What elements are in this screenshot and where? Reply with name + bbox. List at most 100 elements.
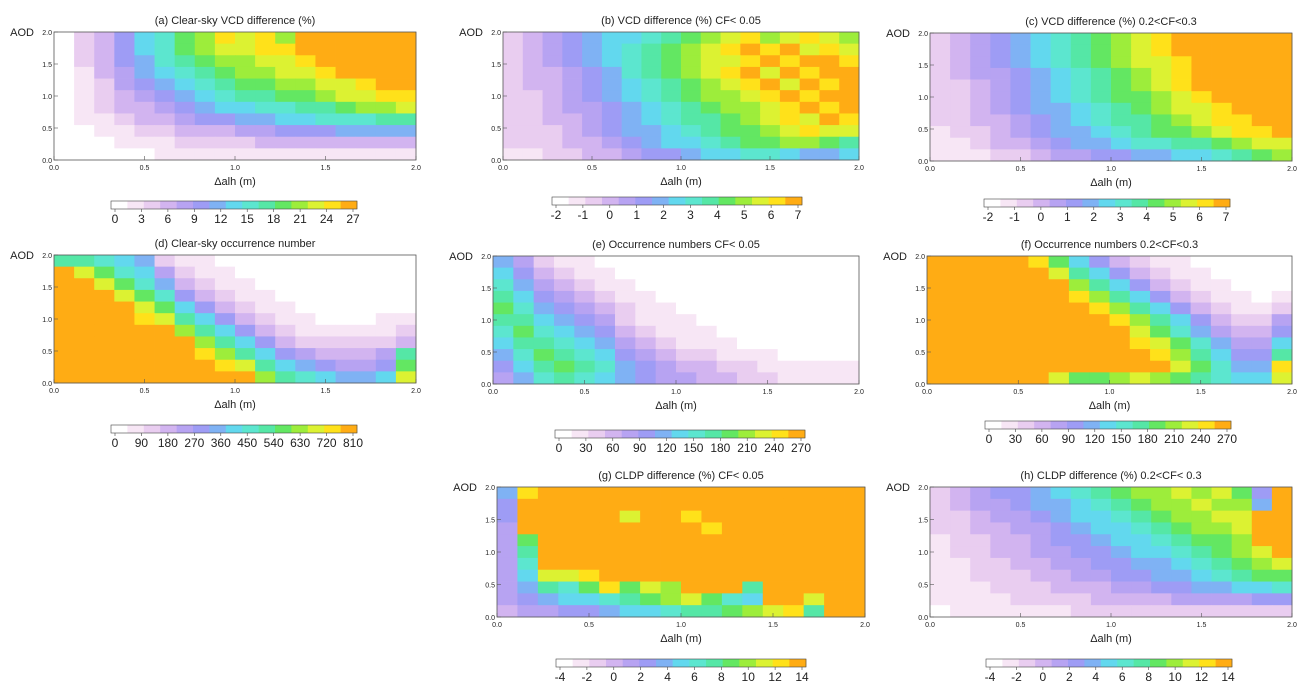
heatmap-cell <box>295 301 316 314</box>
heatmap-cell <box>1271 487 1293 500</box>
heatmap-cell <box>681 136 702 149</box>
heatmap-cell <box>619 593 641 606</box>
heatmap-cell <box>640 569 661 582</box>
heatmap-cell <box>1191 593 1212 606</box>
heatmap-cell <box>54 371 75 384</box>
heatmap-cell <box>513 290 535 303</box>
heatmap-cell <box>655 349 677 362</box>
heatmap-cell <box>1050 546 1072 559</box>
heatmap-cell <box>818 267 840 280</box>
heatmap-cell <box>255 313 276 326</box>
heatmap-cell <box>681 148 702 161</box>
heatmap-cell <box>1010 487 1031 500</box>
heatmap-cell <box>255 32 276 45</box>
heatmap-cell <box>1131 593 1152 606</box>
y-tick-label: 0.5 <box>918 583 928 590</box>
heatmap-cell <box>1070 534 1092 547</box>
heatmap-cell <box>542 32 563 45</box>
heatmap-cell <box>720 136 741 149</box>
heatmap-cell <box>970 149 991 162</box>
heatmap-cell <box>824 534 845 547</box>
heatmap-cell <box>295 148 316 161</box>
heatmap-cell <box>154 136 176 149</box>
heatmap-cell <box>838 290 860 303</box>
heatmap-cell <box>578 510 600 523</box>
heatmap-cell <box>1090 498 1112 512</box>
heatmap-cell <box>1028 256 1050 269</box>
heatmap-cell <box>619 569 641 582</box>
colorbar: 0 30 60 90 120 150 180 210 240 270 <box>986 432 1238 446</box>
heatmap-cell <box>1171 498 1192 512</box>
heatmap-cell <box>1030 605 1052 618</box>
colorbar-swatch <box>225 201 243 209</box>
heatmap-cell <box>235 136 256 149</box>
heatmap-cell <box>696 279 718 292</box>
y-tick-label: 1.0 <box>42 94 52 101</box>
colorbar-swatch <box>985 421 1002 429</box>
heatmap-cell <box>533 325 555 338</box>
heatmap-cell <box>214 43 236 56</box>
heatmap-cell <box>819 148 840 161</box>
heatmap-cell <box>554 314 575 327</box>
heatmap-cell <box>640 487 661 500</box>
heatmap-cell <box>1231 114 1253 127</box>
heatmap-cell <box>214 289 236 302</box>
heatmap-cell <box>676 314 697 327</box>
heatmap-cell <box>681 125 702 138</box>
heatmap-cell <box>522 90 543 103</box>
heatmap-cell <box>696 267 718 280</box>
heatmap-cell <box>375 255 397 268</box>
heatmap-cell <box>54 55 75 68</box>
heatmap-cell <box>721 534 743 547</box>
heatmap-cell <box>1191 102 1212 115</box>
heatmap-cell <box>1030 91 1052 104</box>
heatmap-cell <box>235 66 256 79</box>
heatmap-cell <box>562 90 583 103</box>
heatmap-cell <box>114 255 135 268</box>
colorbar-swatch <box>739 659 757 667</box>
heatmap-cell <box>503 32 524 45</box>
heatmap-cell <box>1070 522 1092 535</box>
heatmap-cell <box>839 101 860 114</box>
heatmap-cell <box>395 32 417 45</box>
heatmap-cell <box>1070 126 1092 139</box>
colorbar-swatch <box>1149 421 1166 429</box>
heatmap-cell <box>275 78 296 91</box>
heatmap-cell <box>174 313 196 326</box>
heatmap-cell <box>578 581 600 594</box>
heatmap-cell <box>1151 137 1172 150</box>
heatmap-cell <box>1211 91 1233 104</box>
heatmap-cell <box>174 336 196 349</box>
heatmap-cell <box>1191 605 1212 618</box>
heatmap-cell <box>533 314 555 327</box>
y-tick-label: 0.5 <box>491 126 501 133</box>
heatmap-cell <box>558 498 580 512</box>
heatmap-cell <box>621 113 642 126</box>
heatmap-cell <box>562 55 583 68</box>
heatmap-cell <box>930 498 951 512</box>
heatmap-cell <box>1050 102 1072 115</box>
heatmap-cell <box>375 101 397 114</box>
heatmap-cell <box>255 55 276 68</box>
heatmap-cell <box>554 349 575 362</box>
heatmap-cell <box>681 66 702 79</box>
heatmap-cell <box>987 325 1009 338</box>
heatmap-cell <box>1151 593 1172 606</box>
panel-title: (e) Occurrence numbers CF< 0.05 <box>592 239 760 251</box>
heatmap-cell <box>275 371 296 384</box>
heatmap-cell <box>94 278 115 291</box>
heatmap-cell <box>174 32 196 45</box>
x-tick-label: 0.0 <box>925 622 935 629</box>
heatmap-cell <box>542 136 563 149</box>
colorbar-swatch <box>324 425 341 433</box>
heatmap-cell <box>635 372 657 385</box>
x-tick-label: 1.0 <box>1105 389 1115 396</box>
heatmap-cell <box>1008 279 1029 292</box>
heatmap-cell <box>1251 114 1273 127</box>
heatmap-cell <box>1109 372 1131 385</box>
heatmap-cell <box>757 302 779 315</box>
heatmap-cell <box>134 125 155 138</box>
y-tick-label: 1.0 <box>485 550 495 557</box>
colorbar-swatch <box>605 430 622 438</box>
colorbar-swatch <box>225 425 243 433</box>
